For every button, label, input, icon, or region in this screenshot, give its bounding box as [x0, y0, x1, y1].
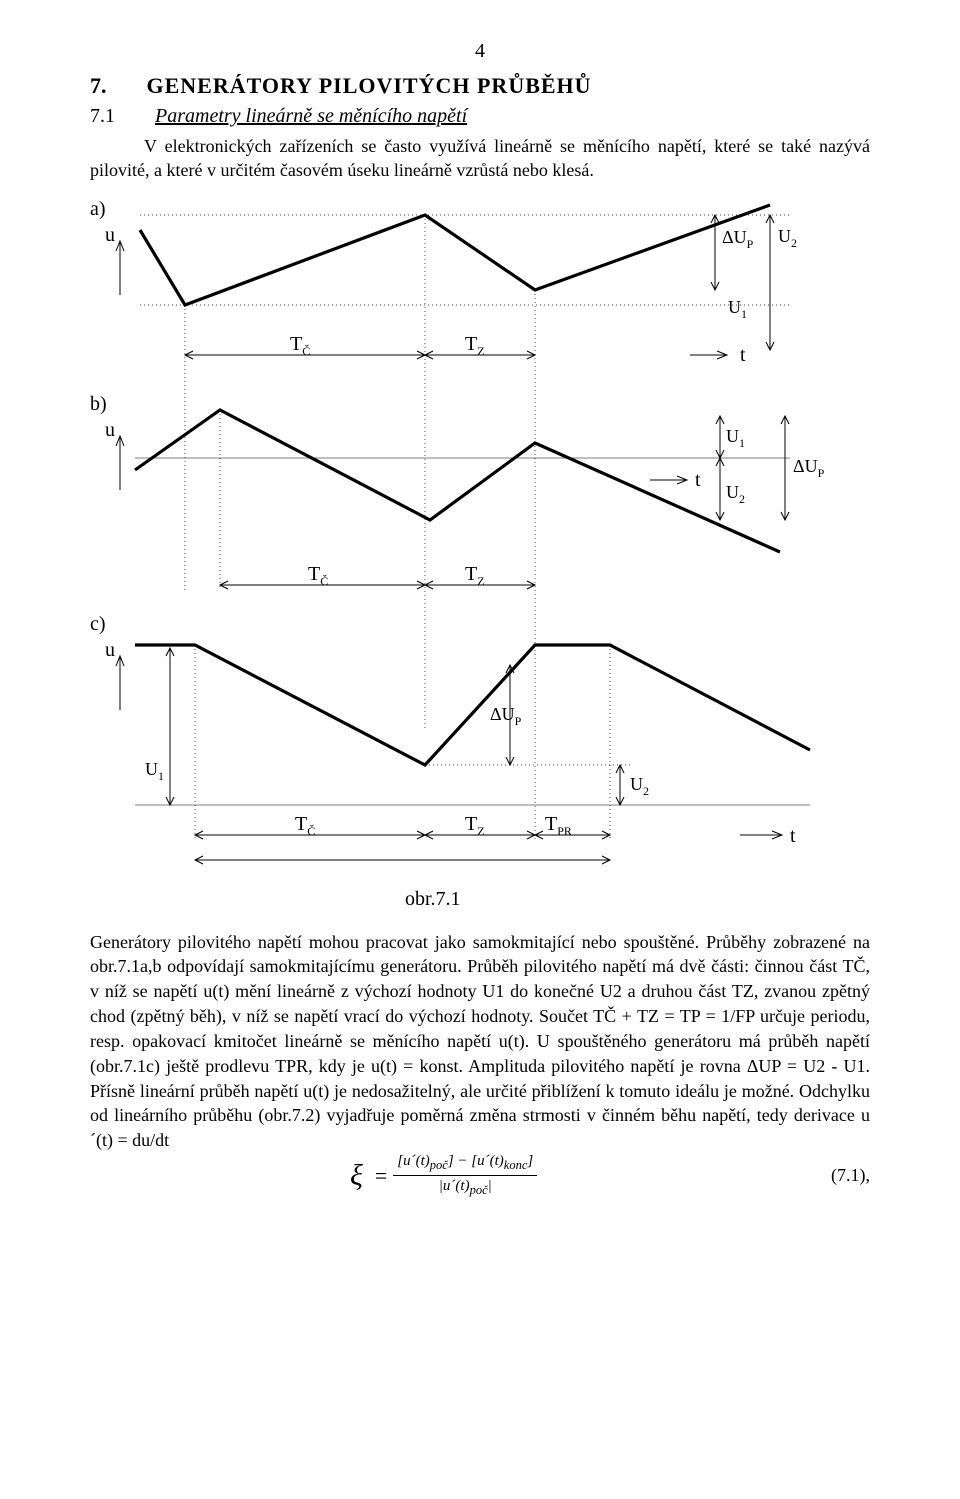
figure-7-1: a) u ΔUP U2 U1: [90, 195, 870, 915]
axis-u-c: u: [105, 639, 115, 661]
page-number: 4: [90, 40, 870, 63]
panel-label-a: a): [90, 198, 106, 220]
label-Tc-c: TČ: [295, 813, 315, 838]
intro-paragraph: V elektronických zařízeních se často vyu…: [90, 134, 870, 183]
label-Tpr-c: TPR: [545, 813, 572, 838]
label-Tc-a: TČ: [290, 333, 310, 358]
subsection-title: Parametry lineárně se měnícího napětí: [155, 105, 467, 128]
body-paragraph: Generátory pilovitého napětí mohou praco…: [90, 930, 870, 1153]
label-Tz-b: TZ: [465, 563, 485, 588]
axis-t-a: t: [740, 344, 746, 366]
label-U1-c: U1: [145, 759, 164, 783]
section-title: GENERÁTORY PILOVITÝCH PRŮBĚHŮ: [147, 73, 592, 99]
label-dUp-b: ΔUP: [793, 456, 825, 480]
section-number: 7.: [90, 73, 107, 99]
subsection-number: 7.1: [90, 105, 115, 128]
label-U2-a: U2: [778, 226, 797, 250]
figure-caption: obr.7.1: [405, 888, 461, 910]
equation-number: (7.1),: [831, 1165, 870, 1186]
label-dUp-a: ΔUP: [722, 227, 754, 251]
equation-7-1: ξ = [u´(t)poč] − [u´(t)konc] |u´(t)poč|: [350, 1153, 537, 1198]
label-Tz-c: TZ: [465, 813, 485, 838]
label-Tc-b: TČ: [308, 563, 328, 588]
axis-u-a: u: [105, 224, 115, 246]
label-Tz-a: TZ: [465, 333, 485, 358]
axis-u-b: u: [105, 419, 115, 441]
label-U1-b: U1: [726, 426, 745, 450]
equation-lhs: ξ: [350, 1159, 363, 1193]
label-dUp-c: ΔUP: [490, 704, 522, 728]
panel-label-c: c): [90, 613, 106, 635]
label-U2-b: U2: [726, 482, 745, 506]
label-U1-a: U1: [728, 297, 747, 321]
label-U2-c: U2: [630, 774, 649, 798]
panel-label-b: b): [90, 393, 107, 415]
axis-t-c: t: [790, 825, 796, 847]
axis-t-b: t: [695, 469, 701, 491]
